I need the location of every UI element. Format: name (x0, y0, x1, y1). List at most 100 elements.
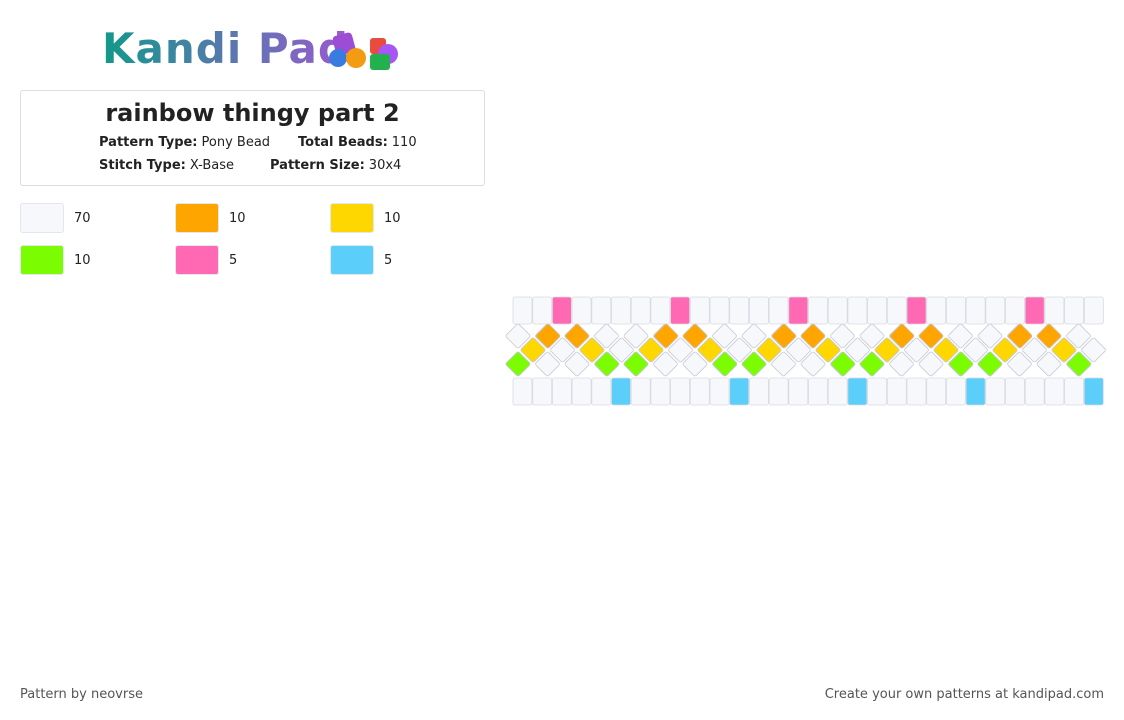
info-value: X-Base (189, 158, 235, 173)
bead (845, 337, 870, 363)
footer-link[interactable]: Create your own patterns at kandipad.com (824, 687, 1104, 702)
bead (712, 323, 737, 349)
bead (859, 323, 885, 349)
bead (729, 377, 750, 406)
bead (948, 323, 973, 349)
bead (594, 351, 620, 377)
bead (682, 323, 708, 349)
bead (579, 337, 605, 363)
swatch-count: 10 (229, 211, 246, 226)
bead (992, 337, 1018, 363)
bead (749, 296, 769, 325)
bead (1064, 377, 1084, 406)
bead (535, 323, 561, 349)
bead (682, 351, 708, 377)
bead (535, 351, 560, 377)
bead (505, 351, 531, 377)
info-label: Total Beads: (298, 135, 388, 150)
bead (859, 351, 885, 377)
bead (591, 296, 612, 325)
info-value: Pony Bead (201, 135, 271, 150)
bead (1036, 323, 1062, 349)
info-label: Pattern Type: (99, 135, 198, 150)
bead (771, 351, 796, 377)
info: Total Beads: 110 (298, 135, 417, 150)
bead (1083, 296, 1104, 325)
bead (520, 337, 546, 363)
bead (926, 377, 947, 406)
info-card: rainbow thingy part 2 Pattern Type: Pony … (20, 90, 485, 186)
bead (768, 296, 789, 325)
bead (532, 377, 553, 406)
bead (653, 351, 678, 377)
bead (771, 323, 797, 349)
bead (591, 377, 612, 406)
bead (709, 296, 730, 325)
bead (532, 296, 553, 325)
logo[interactable]: Kandi Pad (102, 24, 349, 73)
bead (611, 377, 631, 406)
bead (874, 337, 900, 363)
bead (830, 323, 855, 349)
bead (1024, 377, 1045, 406)
bead (965, 296, 986, 325)
bead (741, 351, 767, 377)
logo-icon (329, 32, 398, 70)
bead (948, 351, 974, 377)
bead (630, 377, 651, 406)
bead (512, 296, 533, 325)
bead (963, 337, 988, 363)
bead (985, 296, 1006, 325)
bead (906, 296, 927, 325)
bead (906, 377, 927, 406)
swatch (330, 203, 374, 233)
swatch-count: 10 (384, 211, 401, 226)
bead (889, 323, 915, 349)
info: Pattern Size: 30x4 (270, 158, 401, 173)
bead (918, 351, 944, 377)
bead (1044, 377, 1065, 406)
bead (946, 296, 966, 325)
bead (1081, 337, 1106, 363)
bead (609, 337, 634, 363)
bead (918, 323, 944, 349)
swatch (175, 245, 219, 275)
bead (886, 296, 907, 325)
bead (815, 337, 841, 363)
swatch-count: 5 (384, 253, 393, 268)
bead (697, 337, 723, 363)
bead (512, 377, 533, 406)
footer-credit: Pattern by neovrse (20, 687, 143, 702)
bead (768, 377, 789, 406)
bead (830, 351, 856, 377)
info-label: Stitch Type: (99, 158, 186, 173)
bead (800, 323, 826, 349)
bead (689, 377, 710, 406)
bead (668, 337, 693, 363)
bead (867, 296, 887, 325)
bead (1051, 337, 1077, 363)
bead (670, 377, 690, 406)
bead (712, 351, 738, 377)
bead (904, 337, 929, 363)
bead (689, 296, 710, 325)
bead (1066, 351, 1092, 377)
bead (1066, 323, 1091, 349)
bead (638, 337, 664, 363)
info-value: 110 (391, 135, 417, 150)
bead (571, 377, 592, 406)
bead (808, 296, 828, 325)
bead (1005, 296, 1025, 325)
bead (985, 377, 1006, 406)
bead (505, 323, 531, 349)
bead (564, 323, 590, 349)
bead (623, 323, 649, 349)
swatch (330, 245, 374, 275)
bead (847, 296, 868, 325)
bead (594, 323, 619, 349)
bead (727, 337, 752, 363)
bead (933, 337, 959, 363)
bead (650, 296, 671, 325)
